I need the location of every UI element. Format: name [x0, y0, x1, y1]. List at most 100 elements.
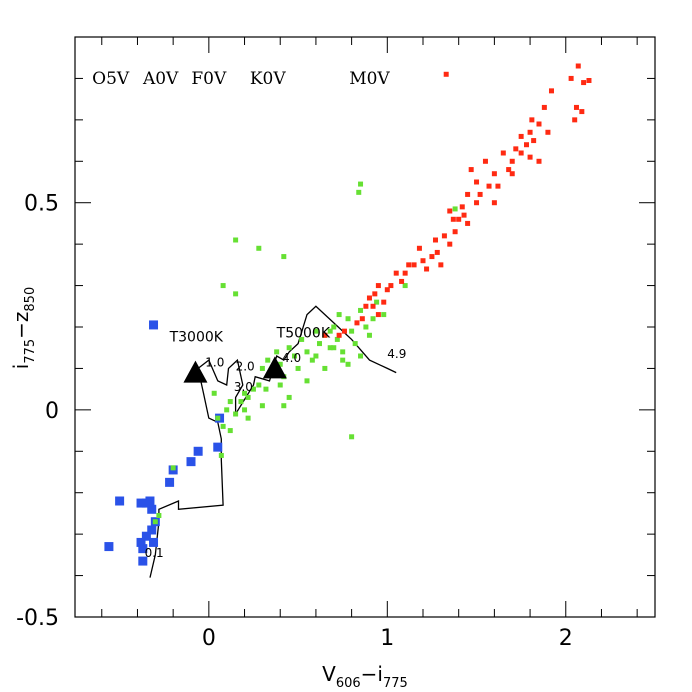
y-tick-label: 0.5 [24, 192, 59, 217]
red-point [545, 129, 551, 135]
red-point [341, 328, 347, 334]
y-label-main: i [9, 364, 33, 370]
redshift-label: 4.9 [387, 347, 406, 361]
green-point [242, 407, 248, 413]
red-point [375, 283, 381, 289]
green-point [245, 415, 251, 421]
red-point [375, 312, 381, 318]
green-point [358, 353, 364, 359]
red-point [529, 117, 535, 123]
green-point [352, 341, 358, 347]
green-point [286, 394, 292, 400]
y-tick-label: -0.5 [16, 606, 59, 631]
green-point [215, 415, 221, 421]
red-point [452, 229, 458, 235]
redshift-label: 2.0 [236, 360, 255, 374]
red-point [518, 133, 524, 139]
blue-point [186, 457, 196, 467]
red-point [536, 121, 542, 127]
temperature-marker-triangle [183, 360, 208, 383]
red-point [406, 262, 412, 268]
x-label-sub2: 775 [383, 676, 408, 691]
x-label-mid: −i [361, 662, 383, 686]
green-point [256, 245, 262, 251]
green-point [259, 403, 265, 409]
green-point [402, 283, 408, 289]
green-point [233, 291, 239, 297]
redshift-label: 4.0 [282, 351, 301, 365]
green-point [327, 345, 333, 351]
blue-point [136, 498, 146, 508]
red-point [434, 249, 440, 255]
red-point [477, 191, 483, 197]
red-point [370, 303, 376, 309]
green-point [277, 361, 283, 367]
blue-point [138, 544, 148, 554]
spectral-type-label: F0V [191, 69, 227, 89]
y-label-sub1: 775 [23, 339, 38, 364]
spectral-type-label: O5V [92, 69, 130, 89]
redshift-label: 0.1 [145, 546, 164, 560]
green-point [274, 349, 280, 355]
axis-ticks [75, 37, 655, 617]
red-point [548, 88, 554, 94]
blue-point [147, 504, 157, 514]
blue-point [115, 496, 125, 506]
red-point [322, 332, 328, 338]
green-point [358, 307, 364, 313]
green-point [292, 353, 298, 359]
spectral-type-label: M0V [349, 69, 390, 89]
red-point [495, 183, 501, 189]
green-point [313, 353, 319, 359]
red-point [402, 270, 408, 276]
red-point [432, 237, 438, 243]
redshift-track-line [149, 305, 397, 578]
red-point [575, 63, 581, 69]
green-point [233, 237, 239, 243]
red-point [456, 216, 462, 222]
red-point [482, 158, 488, 164]
green-point [156, 513, 162, 518]
green-point [152, 519, 158, 525]
x-label-main: V [322, 662, 336, 686]
green-point [366, 332, 372, 338]
red-point [393, 270, 399, 276]
red-point [568, 75, 574, 81]
green-point [211, 390, 217, 396]
blue-point [136, 537, 146, 547]
blue-point [149, 537, 159, 547]
red-point [447, 208, 453, 214]
green-point [233, 411, 239, 417]
red-point [399, 278, 405, 284]
redshift-label: 3.0 [234, 380, 253, 394]
temperature-label: T5000K [276, 325, 331, 341]
green-point [259, 365, 265, 371]
green-point [256, 382, 262, 388]
red-point [573, 104, 579, 110]
red-point [438, 262, 444, 268]
green-point [345, 361, 351, 367]
blue-point [104, 542, 114, 552]
red-point [536, 158, 542, 164]
red-point [416, 245, 422, 251]
blue-point [213, 442, 223, 452]
red-point [459, 204, 465, 210]
green-point [245, 394, 251, 400]
green-point [345, 316, 351, 322]
blue-point [149, 320, 159, 330]
green-point [227, 399, 233, 405]
green-point [263, 386, 269, 392]
green-point [452, 206, 458, 212]
blue-point [165, 477, 175, 487]
red-point [509, 158, 515, 164]
red-point [518, 150, 524, 156]
red-point [572, 117, 578, 123]
green-point [218, 452, 224, 458]
green-point [374, 299, 380, 305]
red-point [541, 104, 547, 110]
red-point [429, 254, 435, 260]
red-point [531, 138, 537, 144]
red-point [336, 332, 342, 338]
green-point [331, 345, 337, 351]
